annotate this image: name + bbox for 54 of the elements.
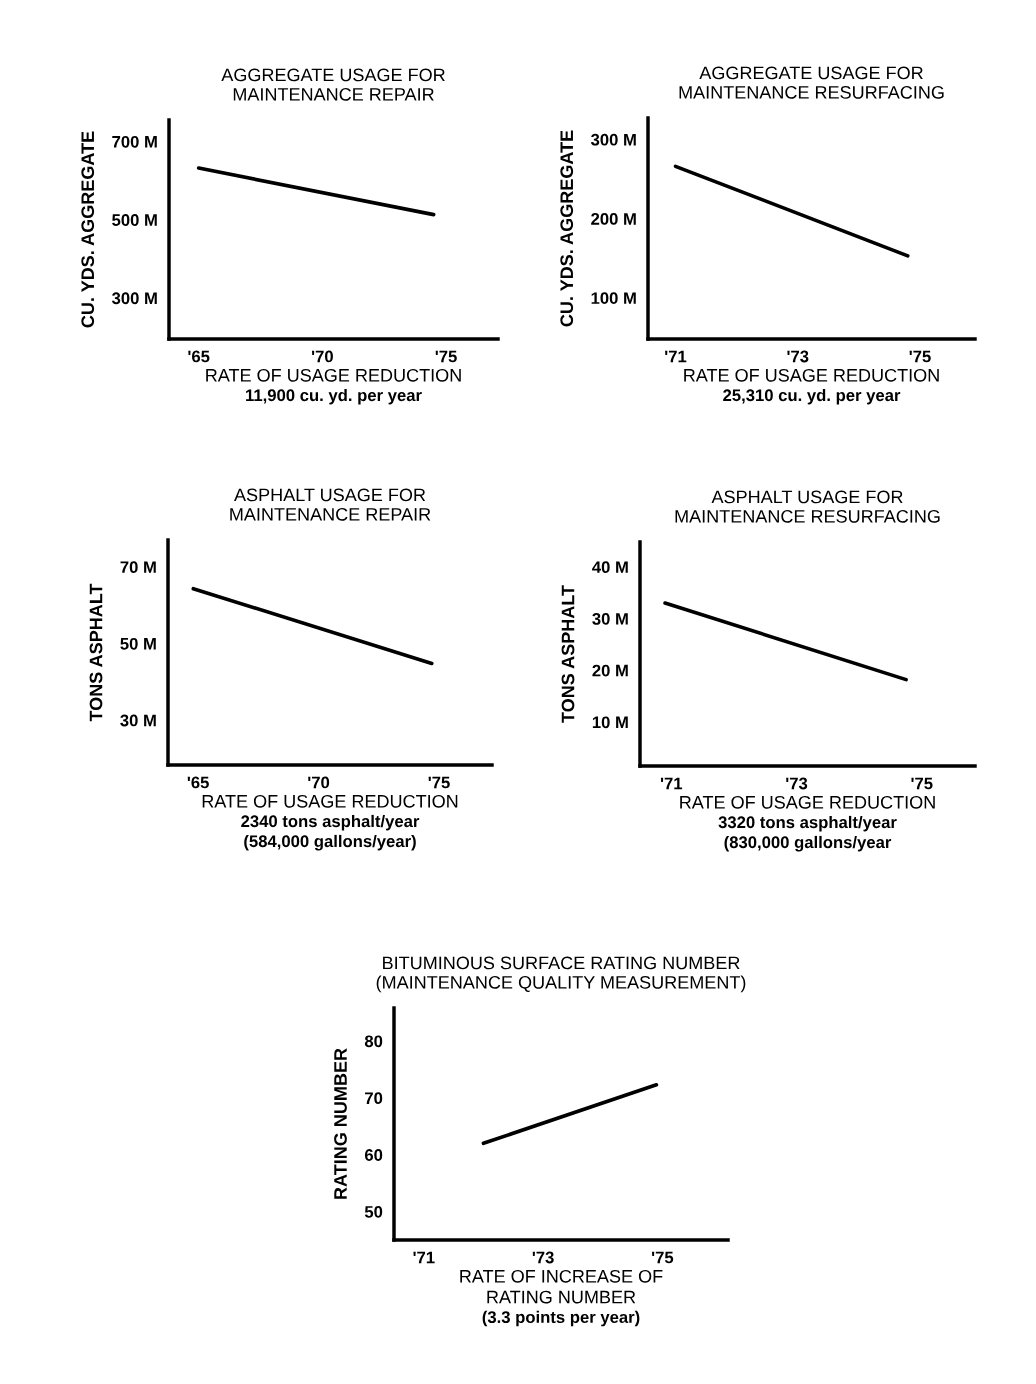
chart-title: ASPHALT USAGE FOR MAINTENANCE RESURFACING [675, 490, 940, 523]
chart-title: AGGREGATE USAGE FOR MAINTENANCE REPAIR [221, 68, 445, 101]
y-tick-label: 300 M [590, 133, 636, 146]
y-tick-label: 70 [365, 1092, 383, 1105]
text: (830,000 gallons/year [724, 835, 892, 852]
text: (3.3 points per year) [482, 1310, 640, 1327]
y-tick-label: 300 M [111, 292, 157, 305]
x-axis-title: RATE OF USAGE REDUCTION [680, 795, 935, 809]
x-tick-label: '71 [665, 350, 687, 363]
x-tick-label: '73 [786, 777, 808, 790]
y-tick-label: 700 M [112, 135, 157, 148]
y-tick-label: 50 M [120, 637, 156, 650]
x-tick-label: '65 [188, 350, 210, 363]
x-axis-title: RATE OF USAGE REDUCTION [684, 368, 939, 382]
x-tick-label: '73 [532, 1251, 554, 1264]
chart-title: AGGREGATE USAGE FOR MAINTENANCE RESURFACING [679, 66, 944, 99]
y-tick-label: 20 M [592, 664, 628, 677]
x-tick-label: '75 [909, 350, 931, 363]
x-axis-title: RATE OF USAGE REDUCTION [202, 794, 458, 808]
y-axis-title: CU. YDS. AGGREGATE [81, 131, 95, 328]
chart-title: ASPHALT USAGE FOR MAINTENANCE REPAIR [230, 488, 431, 521]
x-tick-label: '65 [187, 776, 209, 789]
y-tick-label: 500 M [112, 214, 157, 226]
y-axis-title: CU. YDS. AGGREGATE [560, 130, 574, 327]
x-axis-title: RATE OF USAGE REDUCTION [206, 368, 461, 382]
text: 25,310 cu. yd. per year [723, 388, 901, 405]
x-tick-label: '70 [312, 350, 333, 363]
x-tick-label: '73 [787, 350, 809, 363]
y-tick-label: 50 [364, 1205, 383, 1218]
y-tick-label: 200 M [591, 213, 636, 225]
y-tick-label: 30 M [120, 714, 156, 727]
y-tick-label: 70 M [120, 561, 156, 574]
x-axis-title: RATE OF INCREASE OF RATING NUMBER [460, 1269, 663, 1304]
x-tick-label: '75 [652, 1251, 674, 1264]
y-tick-label: 100 M [591, 292, 636, 305]
text: 2340 tons asphalt/year [241, 814, 420, 831]
x-tick-label: '71 [413, 1251, 435, 1264]
y-tick-label: 10 M [592, 716, 628, 729]
x-tick-label: '71 [660, 777, 683, 790]
x-tick-label: '75 [911, 777, 933, 790]
x-tick-label: '70 [308, 776, 330, 789]
y-axis-title: RATING NUMBER [334, 1048, 347, 1199]
text: 3320 tons asphalt/year [718, 815, 897, 832]
y-axis-title: TONS ASPHALT [561, 585, 575, 723]
y-tick-label: 60 [364, 1149, 383, 1161]
x-tick-label: '75 [428, 776, 450, 789]
y-axis-title: TONS ASPHALT [89, 583, 103, 722]
y-tick-label: 30 M [592, 612, 628, 625]
y-tick-label: 80 [364, 1035, 383, 1048]
text: (584,000 gallons/year) [244, 834, 416, 851]
y-tick-label: 40 M [592, 561, 628, 574]
text: 11,900 cu. yd. per year [246, 388, 422, 405]
x-tick-label: '75 [435, 350, 457, 363]
chart-title: BITUMINOUS SURFACE RATING NUMBER (MAINTENANCE QUALITY MEASUREMENT) [376, 956, 746, 993]
